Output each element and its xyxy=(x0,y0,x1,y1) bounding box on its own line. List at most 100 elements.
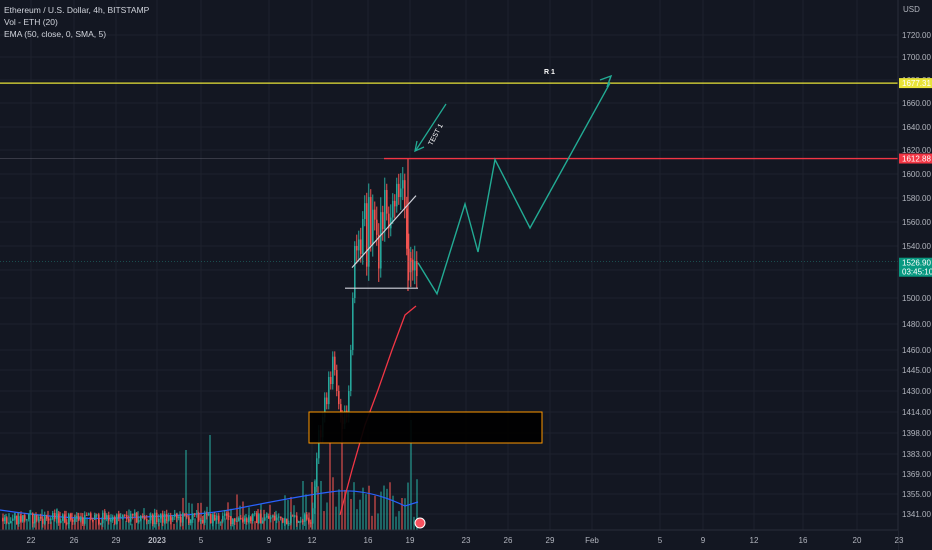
volume-bar xyxy=(167,520,169,530)
volume-bar xyxy=(359,499,361,530)
candle-body xyxy=(174,513,176,517)
demand-zone-box xyxy=(308,411,543,444)
candle-body xyxy=(110,520,112,522)
candle-body xyxy=(298,520,300,523)
price-tick-label: 1620.00 xyxy=(902,146,931,155)
candle-body xyxy=(106,515,108,520)
volume-bar xyxy=(38,519,40,530)
candle-body xyxy=(42,518,44,524)
volume-bar xyxy=(8,513,10,530)
candle-body xyxy=(288,523,290,525)
volume-bar xyxy=(293,505,295,530)
candle-body xyxy=(66,522,68,525)
candle-body xyxy=(264,517,266,521)
candle-body xyxy=(244,518,246,522)
candle-body xyxy=(368,197,370,267)
test-label: TEST 1 xyxy=(428,123,445,147)
candle-body xyxy=(48,518,50,521)
candle-body xyxy=(362,218,364,254)
candle-body xyxy=(236,520,238,522)
time-tick-label: 5 xyxy=(658,536,663,545)
candle-body xyxy=(248,517,250,523)
volume-bar xyxy=(140,519,142,530)
volume-bar xyxy=(155,522,157,530)
candle-body xyxy=(88,513,90,516)
volume-bar xyxy=(338,489,340,530)
time-tick-label: 29 xyxy=(546,536,555,545)
volume-bar xyxy=(125,520,127,530)
candle-body xyxy=(328,377,330,405)
candle-body xyxy=(260,513,262,524)
candle-body xyxy=(228,515,230,517)
candle-body xyxy=(184,513,186,516)
candle-body xyxy=(160,513,162,519)
volume-bar xyxy=(398,511,400,530)
candle-body xyxy=(84,514,86,524)
price-tick-label: 1640.00 xyxy=(902,123,931,132)
volume-bar xyxy=(224,518,226,530)
price-tick-label: 1383.00 xyxy=(902,450,931,459)
ema-indicator-label[interactable]: EMA (50, close, 0, SMA, 5) xyxy=(4,29,107,39)
volume-bar xyxy=(365,494,367,530)
volume-bar xyxy=(356,509,358,530)
volume-bar xyxy=(146,520,148,530)
volume-bar xyxy=(383,485,385,530)
candle-body xyxy=(270,517,272,519)
candle-body xyxy=(158,518,160,523)
candle-body xyxy=(164,513,166,523)
volume-bar xyxy=(302,480,304,530)
volume-indicator-label[interactable]: Vol - ETH (20) xyxy=(4,17,58,27)
volume-bar xyxy=(362,487,364,530)
volume-bar xyxy=(413,516,415,530)
candle-body xyxy=(96,514,98,516)
volume-bar xyxy=(215,518,217,530)
candle-body xyxy=(50,518,52,521)
candle-body xyxy=(334,356,336,370)
candle-body xyxy=(234,518,236,522)
candle-body xyxy=(136,512,138,523)
candle-body xyxy=(398,183,400,198)
candle-body xyxy=(152,514,154,525)
candle-body xyxy=(82,517,84,524)
candle-body xyxy=(366,203,368,267)
candle-body xyxy=(250,517,252,521)
volume-bar xyxy=(272,514,274,530)
candle-body xyxy=(400,188,402,198)
candle-body xyxy=(98,514,100,524)
symbol-title[interactable]: Ethereum / U.S. Dollar, 4h, BITSTAMP xyxy=(4,5,150,15)
volume-bar xyxy=(161,516,163,530)
candle-body xyxy=(194,513,196,515)
currency-label: USD xyxy=(903,5,920,14)
volume-bar xyxy=(26,520,28,530)
volume-bar xyxy=(11,521,13,530)
volume-bar xyxy=(35,512,37,530)
candle-body xyxy=(190,519,192,524)
time-tick-label: Feb xyxy=(585,536,599,545)
candle-body xyxy=(94,514,96,520)
candle-body xyxy=(122,514,124,517)
volume-bar xyxy=(416,479,418,530)
r1-label: R 1 xyxy=(544,69,555,76)
price-tick-label: 1480.00 xyxy=(902,320,931,329)
candle-body xyxy=(56,513,58,520)
price-tick-label: 1600.00 xyxy=(902,170,931,179)
test-arrow-line xyxy=(415,103,447,151)
candle-body xyxy=(120,516,122,518)
candle-body xyxy=(100,523,102,525)
candle-body xyxy=(326,397,328,405)
volume-bar xyxy=(29,510,31,530)
candle-body xyxy=(138,520,140,523)
time-axis-bg xyxy=(0,530,898,550)
candle-body xyxy=(212,514,214,524)
candle-body xyxy=(102,512,104,524)
candle-body xyxy=(68,513,70,525)
candle-body xyxy=(388,213,390,229)
candle-body xyxy=(6,517,8,524)
time-tick-label: 19 xyxy=(406,536,415,545)
price-tick-label: 1369.00 xyxy=(902,470,931,479)
volume-bar xyxy=(311,482,313,530)
candle-body xyxy=(406,208,408,249)
candle-body xyxy=(92,519,94,521)
